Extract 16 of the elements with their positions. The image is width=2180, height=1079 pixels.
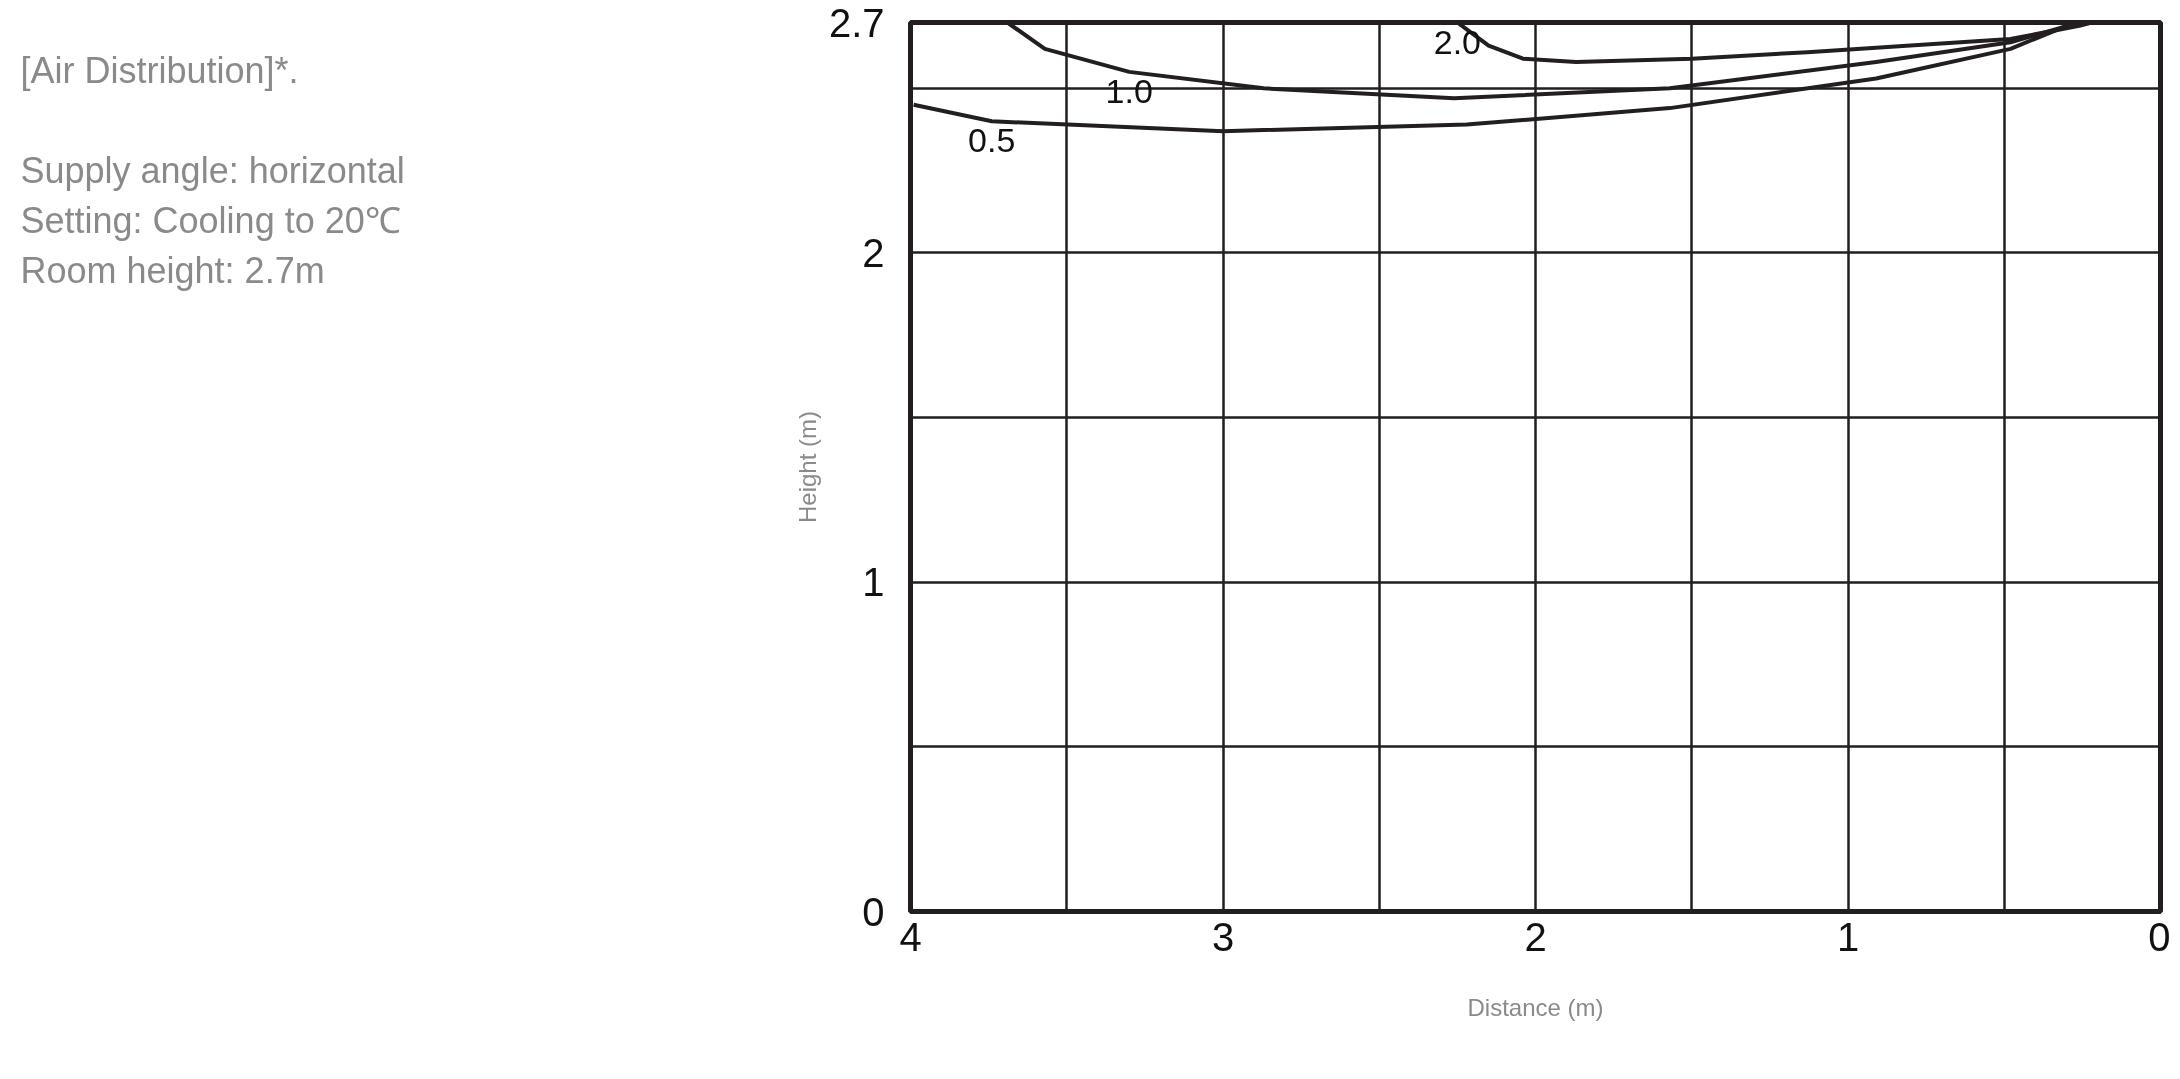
x-tick-label: 2 <box>1524 914 1547 959</box>
x-tick-label: 3 <box>1211 914 1235 959</box>
text: Supply angle: horizontal <box>20 150 405 191</box>
x-axis-title: Distance (m) <box>1467 993 1604 1021</box>
x-tick-label: 4 <box>899 914 922 959</box>
text: Setting: Cooling to 20℃ <box>20 200 401 241</box>
y-tick-label: 2.7 <box>828 0 885 45</box>
y-tick-label: 1 <box>862 560 885 605</box>
text: [Air Distribution]*. <box>20 50 299 91</box>
x-tick-label: 0 <box>2148 914 2171 959</box>
y-axis-title: Height (m) <box>793 410 821 524</box>
annotation: 2.0 <box>1433 22 1482 61</box>
text: Room height: 2.7m <box>20 250 325 291</box>
y-tick-label: 2 <box>862 230 885 275</box>
x-tick-label: 1 <box>1836 914 1860 959</box>
annotation: 0.5 <box>968 121 1016 160</box>
